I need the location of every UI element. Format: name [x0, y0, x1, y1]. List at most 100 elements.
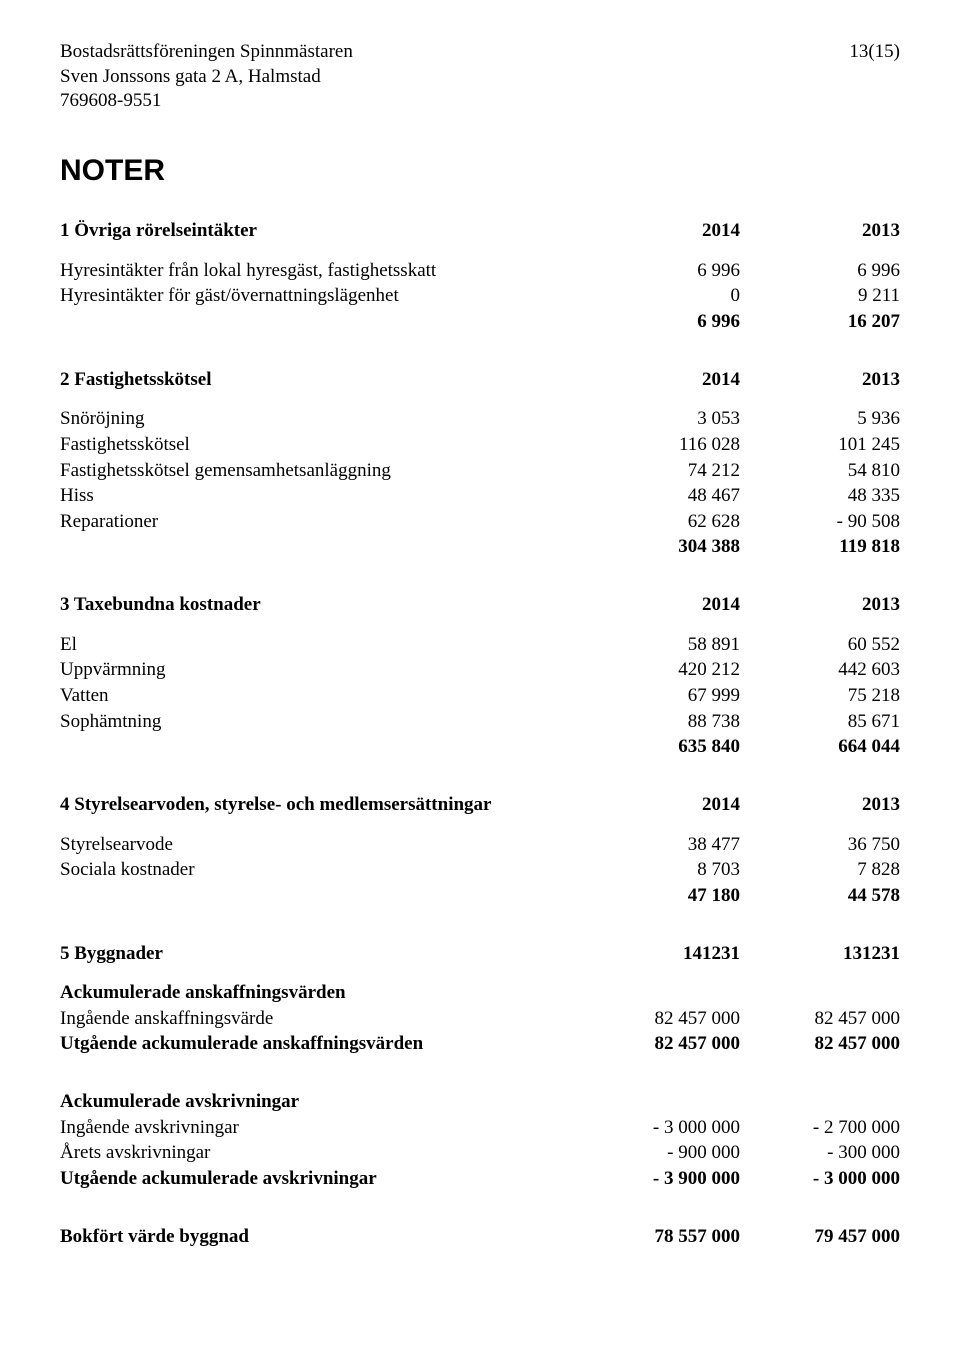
row-col2: 36 750: [740, 832, 900, 858]
row-col2: [740, 980, 900, 1006]
note-section: 2 Fastighetsskötsel20142013 Snöröjning3 0…: [60, 367, 900, 560]
row-label: Ackumulerade anskaffningsvärden: [60, 980, 580, 1006]
org-number: 769608-9551: [60, 89, 353, 114]
section-heading-row: 2 Fastighetsskötsel20142013: [60, 367, 900, 393]
row-col1: 58 891: [580, 632, 740, 658]
row-label: [60, 534, 580, 560]
table-row: Fastighetsskötsel116 028101 245: [60, 432, 900, 458]
table-row: Utgående ackumulerade anskaffningsvärden…: [60, 1031, 900, 1057]
row-col1: [580, 980, 740, 1006]
note-section: Bokfört värde byggnad78 557 00079 457 00…: [60, 1224, 900, 1250]
row-col2: - 2 700 000: [740, 1115, 900, 1141]
sections-container: 1 Övriga rörelseintäkter20142013 Hyresint…: [60, 218, 900, 1249]
row-label: Bokfört värde byggnad: [60, 1224, 580, 1250]
row-label: [60, 883, 580, 909]
row-col1: 48 467: [580, 483, 740, 509]
row-col2: 79 457 000: [740, 1224, 900, 1250]
row-col2: - 300 000: [740, 1140, 900, 1166]
row-col1: 82 457 000: [580, 1031, 740, 1057]
table-row: Hyresintäkter från lokal hyresgäst, fast…: [60, 258, 900, 284]
row-col2: - 90 508: [740, 509, 900, 535]
row-label: Fastighetsskötsel: [60, 432, 580, 458]
table-row: Snöröjning3 0535 936: [60, 406, 900, 432]
table-row: Fastighetsskötsel gemensamhetsanläggning…: [60, 458, 900, 484]
section-heading-col2: 2013: [740, 592, 900, 618]
row-label: Ingående avskrivningar: [60, 1115, 580, 1141]
row-col1: 47 180: [580, 883, 740, 909]
table-row: Vatten67 99975 218: [60, 683, 900, 709]
table-row: Ingående avskrivningar- 3 000 000- 2 700…: [60, 1115, 900, 1141]
section-heading-col1: 2014: [580, 218, 740, 244]
row-col1: 38 477: [580, 832, 740, 858]
row-label: Fastighetsskötsel gemensamhetsanläggning: [60, 458, 580, 484]
row-col2: 44 578: [740, 883, 900, 909]
note-section: 4 Styrelsearvoden, styrelse- och medlems…: [60, 792, 900, 909]
row-col2: 664 044: [740, 734, 900, 760]
section-heading-col1: 2014: [580, 792, 740, 818]
section-heading-col2: 2013: [740, 218, 900, 244]
row-label: Ingående anskaffningsvärde: [60, 1006, 580, 1032]
table-row: Ingående anskaffningsvärde82 457 00082 4…: [60, 1006, 900, 1032]
row-label: Uppvärmning: [60, 657, 580, 683]
row-col1: 304 388: [580, 534, 740, 560]
row-col1: 78 557 000: [580, 1224, 740, 1250]
row-col1: 74 212: [580, 458, 740, 484]
row-col1: 82 457 000: [580, 1006, 740, 1032]
header-left: Bostadsrättsföreningen Spinnmästaren Sve…: [60, 40, 353, 114]
row-col1: 62 628: [580, 509, 740, 535]
row-col2: 7 828: [740, 857, 900, 883]
table-row: Sophämtning88 73885 671: [60, 709, 900, 735]
note-section: 5 Byggnader141231131231 Ackumulerade ansk…: [60, 941, 900, 1058]
table-row: Sociala kostnader8 7037 828: [60, 857, 900, 883]
table-row: 47 18044 578: [60, 883, 900, 909]
row-label: Vatten: [60, 683, 580, 709]
section-heading-col1: 2014: [580, 592, 740, 618]
org-name: Bostadsrättsföreningen Spinnmästaren: [60, 40, 353, 65]
table-row: 304 388119 818: [60, 534, 900, 560]
section-heading-row: 3 Taxebundna kostnader20142013: [60, 592, 900, 618]
row-label: Hyresintäkter för gäst/övernattningsläge…: [60, 283, 580, 309]
row-label: Årets avskrivningar: [60, 1140, 580, 1166]
row-col2: 16 207: [740, 309, 900, 335]
row-col2: 101 245: [740, 432, 900, 458]
table-row: 6 99616 207: [60, 309, 900, 335]
table-row: Hyresintäkter för gäst/övernattningsläge…: [60, 283, 900, 309]
row-label: Utgående ackumulerade avskrivningar: [60, 1166, 580, 1192]
row-label: Sophämtning: [60, 709, 580, 735]
section-heading-label: 5 Byggnader: [60, 941, 580, 967]
row-col1: 116 028: [580, 432, 740, 458]
row-col1: [580, 1089, 740, 1115]
row-col1: 635 840: [580, 734, 740, 760]
row-col1: 6 996: [580, 258, 740, 284]
table-row: Ackumulerade avskrivningar: [60, 1089, 900, 1115]
row-col1: 8 703: [580, 857, 740, 883]
row-label: Utgående ackumulerade anskaffningsvärden: [60, 1031, 580, 1057]
row-col2: 5 936: [740, 406, 900, 432]
row-col1: 3 053: [580, 406, 740, 432]
section-heading-col2: 131231: [740, 941, 900, 967]
section-heading-label: 2 Fastighetsskötsel: [60, 367, 580, 393]
table-row: 635 840664 044: [60, 734, 900, 760]
row-col1: 420 212: [580, 657, 740, 683]
row-label: [60, 734, 580, 760]
section-heading-col2: 2013: [740, 792, 900, 818]
table-row: Hiss48 46748 335: [60, 483, 900, 509]
row-col2: [740, 1089, 900, 1115]
row-col1: 67 999: [580, 683, 740, 709]
row-label: Ackumulerade avskrivningar: [60, 1089, 580, 1115]
row-label: Hyresintäkter från lokal hyresgäst, fast…: [60, 258, 580, 284]
table-row: Utgående ackumulerade avskrivningar- 3 9…: [60, 1166, 900, 1192]
row-label: [60, 309, 580, 335]
row-col2: 75 218: [740, 683, 900, 709]
section-heading-row: 1 Övriga rörelseintäkter20142013: [60, 218, 900, 244]
row-col2: 119 818: [740, 534, 900, 560]
note-section: Ackumulerade avskrivningarIngående avskr…: [60, 1089, 900, 1192]
row-col1: - 3 900 000: [580, 1166, 740, 1192]
row-col2: 82 457 000: [740, 1031, 900, 1057]
row-col2: 82 457 000: [740, 1006, 900, 1032]
document-header: Bostadsrättsföreningen Spinnmästaren Sve…: [60, 40, 900, 114]
table-row: El58 89160 552: [60, 632, 900, 658]
table-row: Årets avskrivningar- 900 000- 300 000: [60, 1140, 900, 1166]
section-heading-col1: 141231: [580, 941, 740, 967]
org-address: Sven Jonssons gata 2 A, Halmstad: [60, 65, 353, 90]
